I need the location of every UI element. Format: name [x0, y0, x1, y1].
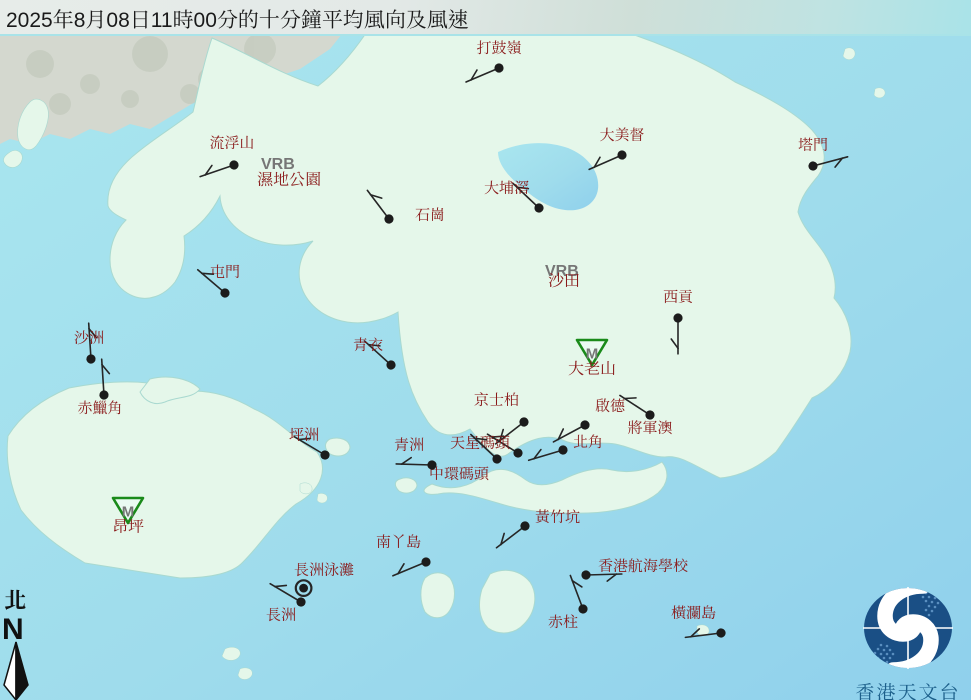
svg-text:沙洲: 沙洲 [74, 327, 104, 348]
svg-text:大老山: 大老山 [568, 356, 616, 379]
svg-text:西貢: 西貢 [663, 286, 693, 307]
svg-text:沙田: 沙田 [548, 268, 580, 291]
svg-text:北角: 北角 [573, 431, 603, 452]
svg-text:屯門: 屯門 [210, 261, 240, 282]
svg-text:濕地公園: 濕地公園 [257, 167, 321, 190]
svg-text:大美督: 大美督 [599, 124, 644, 145]
svg-text:黃竹坑: 黃竹坑 [535, 506, 580, 527]
svg-text:南丫島: 南丫島 [376, 531, 421, 552]
svg-text:長洲泳灘: 長洲泳灘 [294, 559, 354, 580]
svg-text:長洲: 長洲 [266, 604, 296, 625]
svg-text:大埔滘: 大埔滘 [484, 177, 529, 198]
svg-text:打鼓嶺: 打鼓嶺 [476, 37, 521, 58]
svg-text:中環碼頭: 中環碼頭 [429, 463, 489, 484]
svg-text:流浮山: 流浮山 [209, 132, 254, 153]
svg-text:石崗: 石崗 [415, 204, 445, 225]
svg-text:將軍澳: 將軍澳 [627, 417, 672, 438]
svg-text:坪洲: 坪洲 [289, 424, 319, 445]
svg-text:青洲: 青洲 [394, 434, 424, 455]
svg-text:昂坪: 昂坪 [112, 514, 144, 537]
svg-text:N: N [2, 613, 24, 646]
svg-text:北: 北 [4, 588, 26, 615]
svg-text:赤柱: 赤柱 [548, 611, 578, 632]
svg-text:赤鱲角: 赤鱲角 [77, 397, 122, 418]
svg-text:香港航海學校: 香港航海學校 [598, 555, 688, 576]
svg-text:橫瀾島: 橫瀾島 [671, 602, 716, 623]
svg-text:塔門: 塔門 [798, 134, 828, 155]
svg-text:青衣: 青衣 [353, 334, 383, 355]
svg-text:啟德: 啟德 [595, 395, 625, 416]
svg-text:京士柏: 京士柏 [474, 389, 519, 410]
